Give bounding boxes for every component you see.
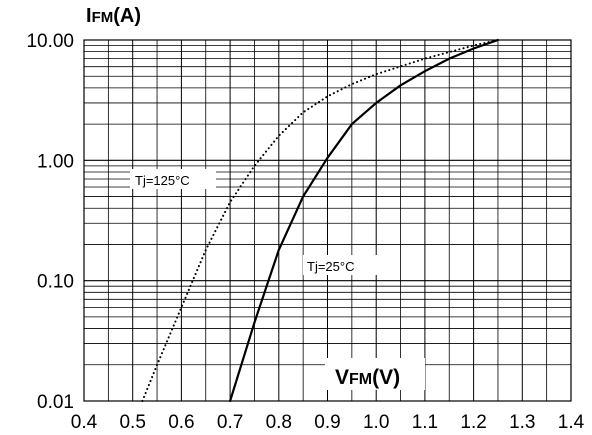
y-axis-label: IFM(A) xyxy=(86,5,141,27)
curve-label-125: Tj=125°C xyxy=(135,173,190,188)
x-tick-label: 1.1 xyxy=(412,412,438,433)
y-axis-label-unit: (A) xyxy=(113,5,141,27)
curve-label-25-bg xyxy=(303,255,383,275)
x-tick-label: 1.2 xyxy=(460,412,486,433)
y-tick-label: 0.10 xyxy=(37,272,74,293)
x-axis-label-bg xyxy=(325,358,425,390)
x-tick-label: 0.9 xyxy=(314,412,340,433)
x-tick-label: 1.0 xyxy=(363,412,389,433)
y-tick-label: 1.00 xyxy=(37,151,74,172)
grid-lines xyxy=(84,40,571,401)
y-axis-label-main: I xyxy=(86,5,92,27)
series-group xyxy=(141,38,500,403)
series-line-tj125 xyxy=(141,39,499,402)
curve-label-25: Tj=25°C xyxy=(307,259,354,274)
x-tick-label: 0.7 xyxy=(217,412,243,433)
y-tick-label: 0.01 xyxy=(37,392,74,413)
y-tick-labels: 10.00 1.00 0.10 0.01 xyxy=(26,31,74,413)
x-tick-labels: 0.4 0.5 0.6 0.7 0.8 0.9 1.0 1.1 1.2 1.3 1.4 xyxy=(71,412,585,433)
y-axis-label-sub: FM xyxy=(92,9,114,26)
x-tick-label: 0.8 xyxy=(266,412,292,433)
series-line-tj25 xyxy=(229,38,500,403)
x-tick-label: 0.6 xyxy=(168,412,194,433)
x-axis-label-unit: (V) xyxy=(372,366,400,389)
x-axis-label-main: V xyxy=(335,366,349,389)
plot-frame xyxy=(83,39,572,402)
y-tick-label: 10.00 xyxy=(26,31,74,52)
x-tick-label: 0.5 xyxy=(119,412,145,433)
x-tick-label: 0.4 xyxy=(71,412,98,433)
curve-label-125-bg xyxy=(130,169,216,189)
x-axis-label-sub: FM xyxy=(349,371,372,388)
x-tick-label: 1.3 xyxy=(509,412,535,433)
x-tick-label: 1.4 xyxy=(558,412,585,433)
x-axis-label: VFM(V) xyxy=(335,366,400,389)
